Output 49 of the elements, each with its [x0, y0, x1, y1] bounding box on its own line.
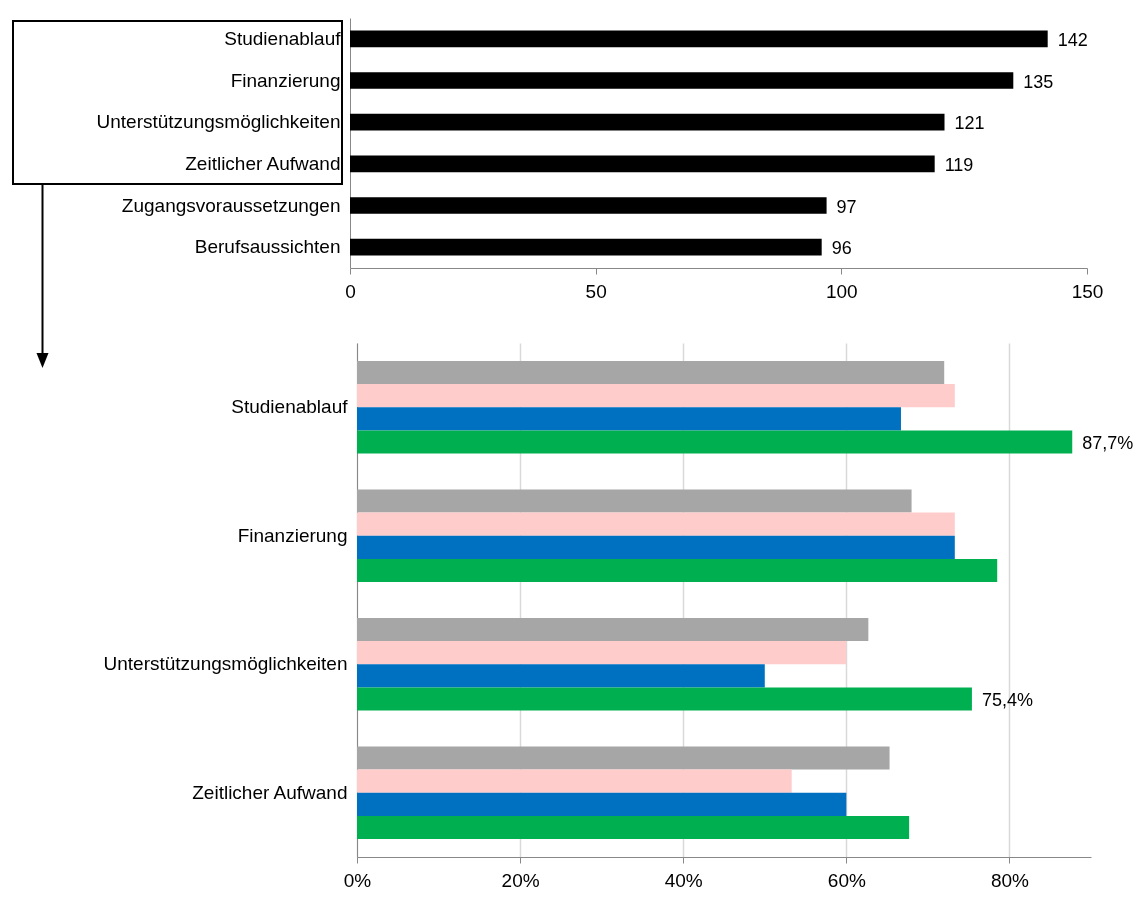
bar	[357, 664, 765, 688]
x-tick-label: 150	[1071, 280, 1104, 302]
bar	[357, 535, 955, 559]
bar	[350, 113, 945, 131]
x-tick-label: 20%	[501, 869, 540, 891]
x-tick-label: 100	[825, 280, 858, 302]
data-label: 75,4%	[981, 689, 1033, 710]
x-tick-label: 40%	[664, 869, 703, 891]
bar	[357, 641, 847, 665]
bar	[350, 238, 822, 256]
bar	[357, 687, 972, 711]
bar	[350, 30, 1048, 48]
y-tick-label: Studienablauf	[231, 396, 349, 418]
bar	[350, 197, 827, 214]
y-tick-label: Berufsaussichten	[194, 236, 341, 258]
bar	[357, 746, 890, 770]
bar	[350, 155, 935, 173]
data-label: 97	[836, 196, 857, 217]
data-label: 96	[831, 238, 852, 259]
bar	[357, 769, 792, 793]
y-tick-label: Finanzierung	[230, 69, 341, 91]
y-tick-label: Finanzierung	[237, 524, 348, 546]
x-tick-label: 0%	[343, 869, 372, 891]
x-tick-label: 60%	[827, 869, 866, 891]
bar	[357, 407, 901, 431]
bar	[357, 489, 912, 513]
data-label: 87,7%	[1082, 432, 1134, 453]
y-tick-label: Zeitlicher Aufwand	[192, 781, 348, 803]
bar	[357, 792, 847, 816]
y-tick-label: Studienablauf	[224, 27, 342, 49]
data-label: 142	[1057, 29, 1088, 50]
bar	[350, 72, 1014, 89]
y-tick-label: Unterstützungsmöglichkeiten	[96, 111, 341, 133]
data-label: 135	[1023, 71, 1054, 92]
bar	[357, 558, 998, 583]
bar	[357, 384, 955, 408]
bar	[357, 617, 869, 642]
y-tick-label: Zeitlicher Aufwand	[185, 152, 341, 174]
data-label: 121	[954, 113, 985, 134]
bar	[357, 430, 1073, 454]
x-tick-label: 80%	[990, 869, 1030, 891]
x-tick-label: 50	[585, 280, 607, 302]
bar	[357, 512, 955, 536]
y-tick-label: Zugangsvoraussetzungen	[121, 194, 341, 216]
data-label: 119	[944, 154, 974, 175]
y-tick-label: Unterstützungsmöglichkeiten	[103, 653, 348, 675]
bar	[357, 815, 910, 840]
bar	[357, 360, 945, 385]
x-tick-label: 0	[345, 280, 356, 302]
